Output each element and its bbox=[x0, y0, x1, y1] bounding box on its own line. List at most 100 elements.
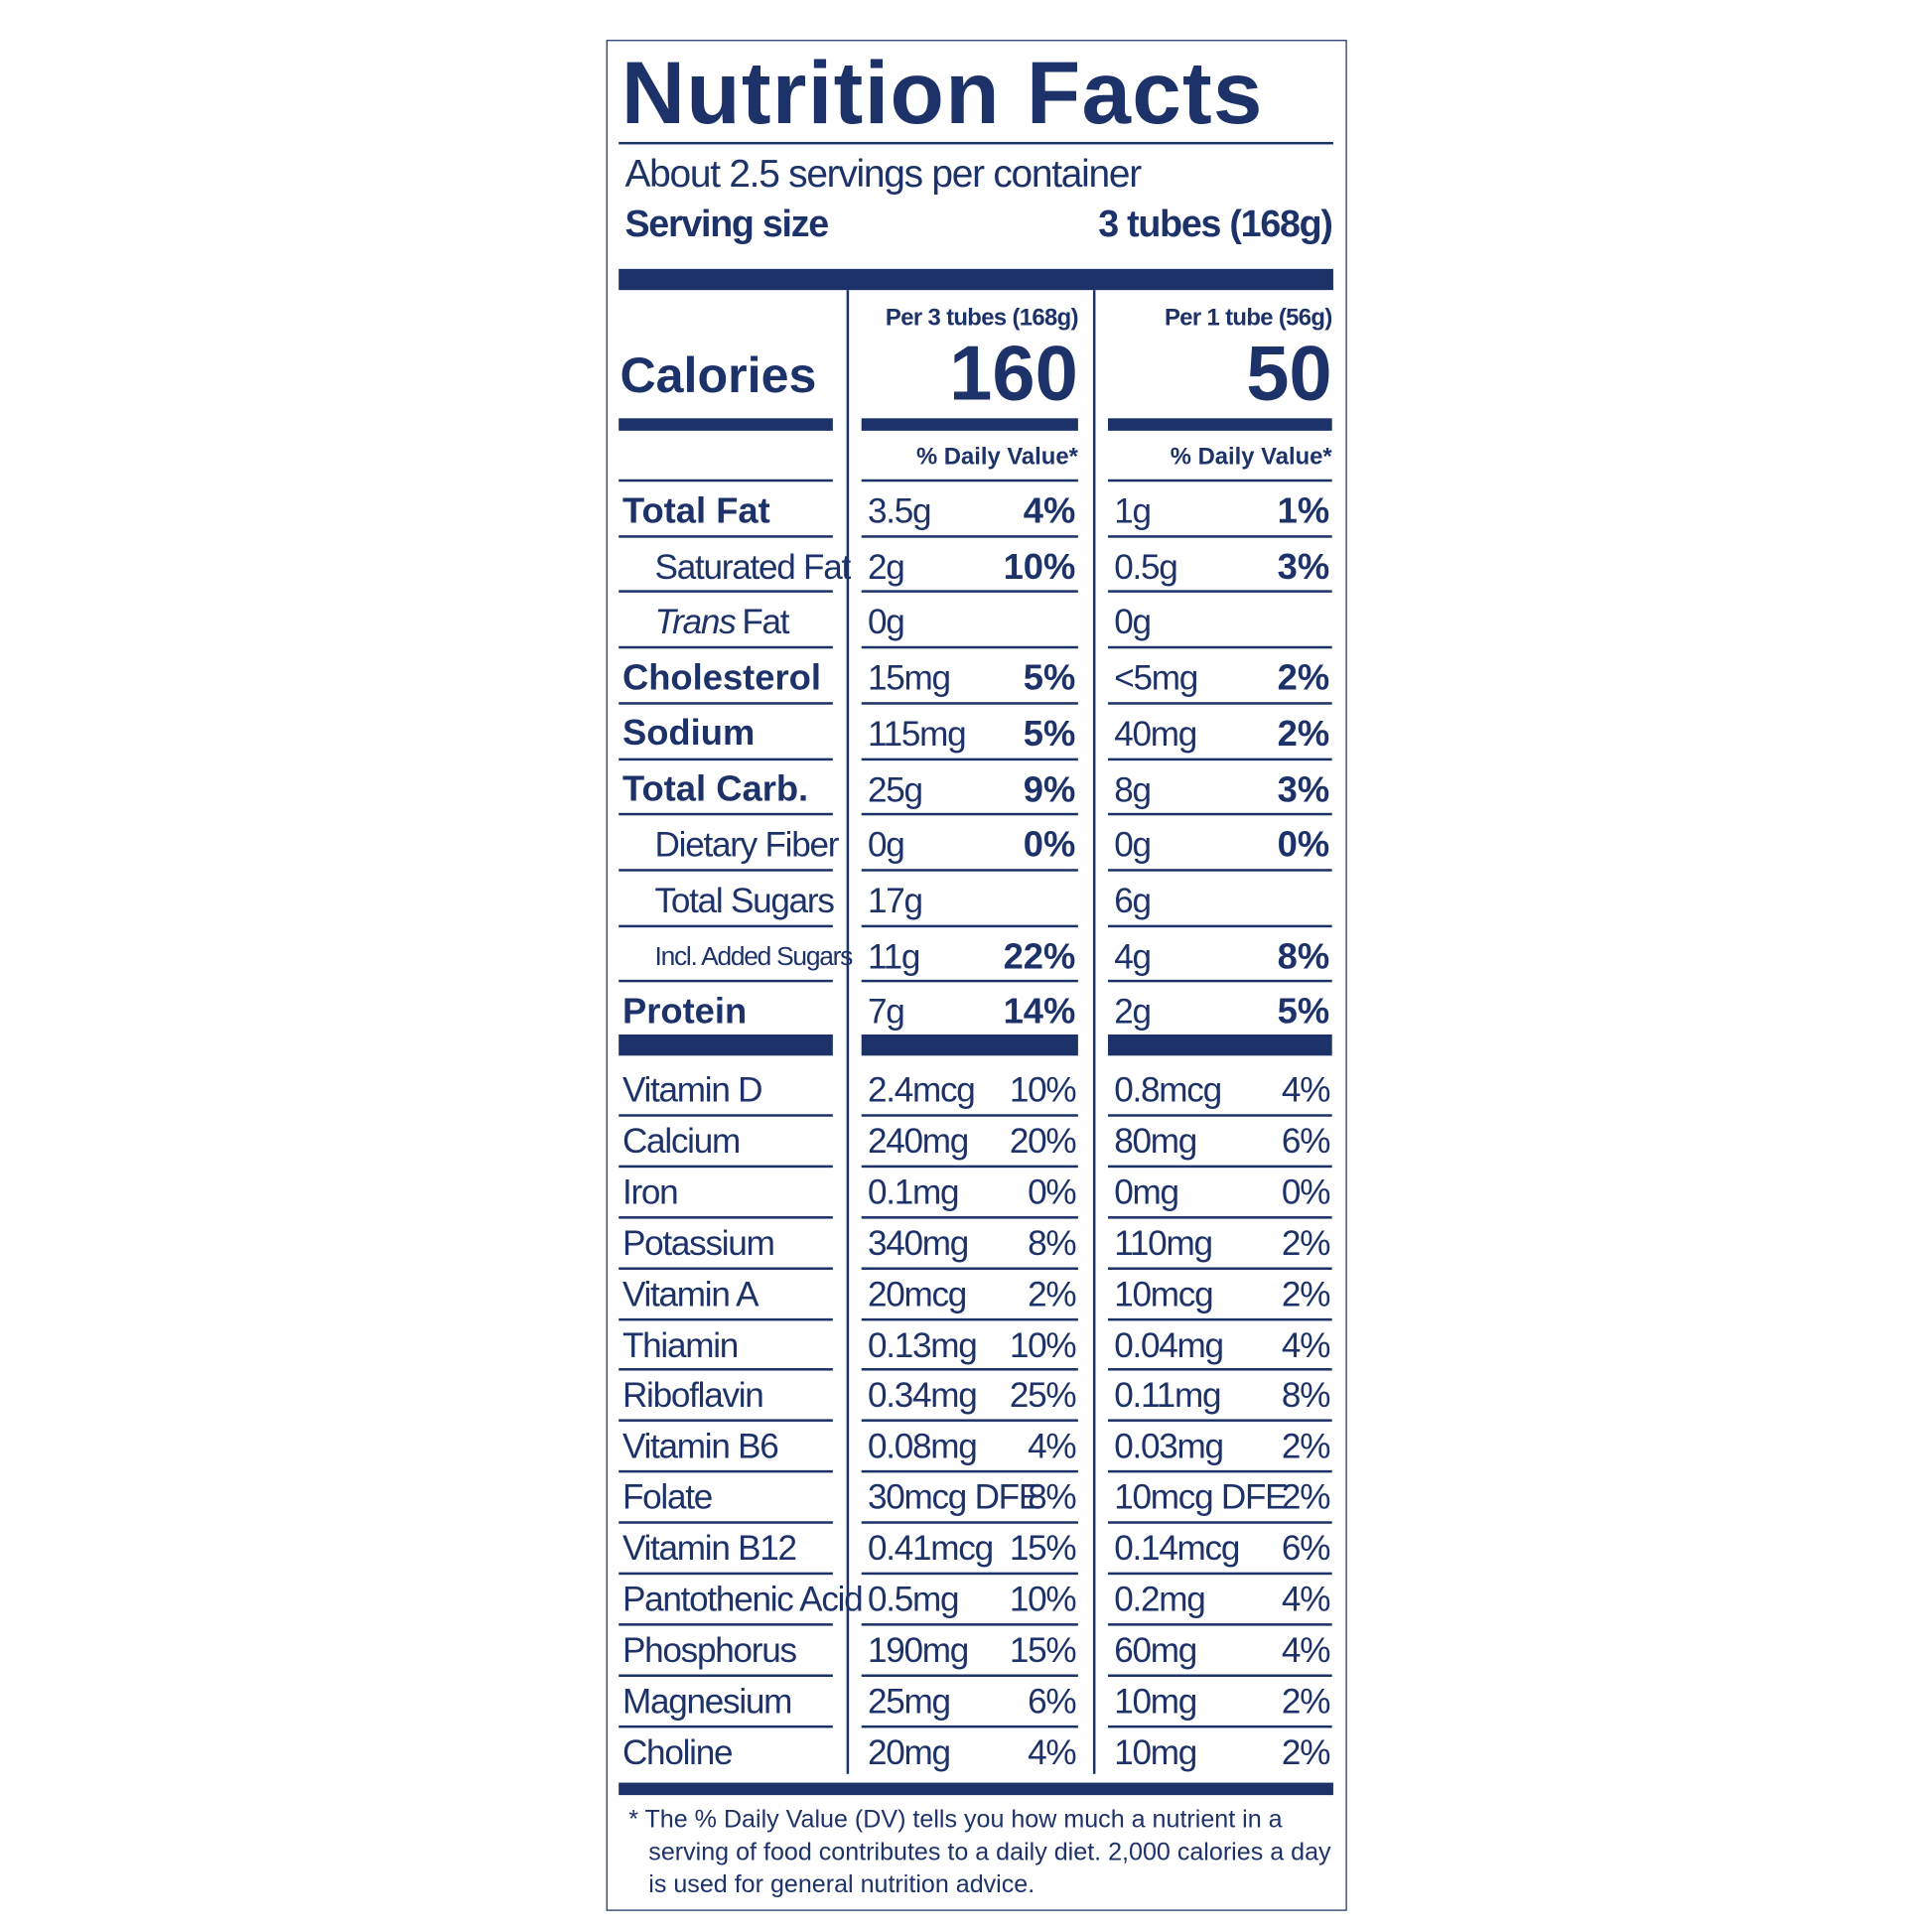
vitamin-name: Folate bbox=[621, 1477, 713, 1517]
nutrient-name: Protein bbox=[621, 992, 748, 1033]
daily-value: 4% bbox=[1281, 1580, 1331, 1619]
row-rule bbox=[619, 590, 833, 594]
row-rule bbox=[1107, 1419, 1332, 1423]
daily-value: 0% bbox=[1277, 825, 1330, 866]
row-rule bbox=[1107, 645, 1332, 649]
daily-value: 20% bbox=[1009, 1121, 1077, 1161]
daily-value: 2% bbox=[1281, 1223, 1331, 1263]
amount: 0.13mg bbox=[867, 1324, 978, 1364]
calories-label: Calories bbox=[620, 348, 817, 404]
row-rule bbox=[619, 1317, 833, 1320]
amount: 0.5g bbox=[1114, 547, 1178, 587]
amount: 2g bbox=[1114, 992, 1152, 1032]
row-rule bbox=[619, 1470, 833, 1473]
row-rule bbox=[619, 1725, 833, 1728]
row-rule bbox=[861, 1470, 1078, 1473]
amount: 6g bbox=[1114, 881, 1152, 920]
column-heading: Per 1 tube (56g) bbox=[1164, 305, 1332, 332]
amount: <5mg bbox=[1114, 658, 1198, 698]
nutrient-name: Saturated Fat bbox=[654, 547, 852, 587]
footnote: is used for general nutrition advice. bbox=[648, 1870, 1035, 1899]
row-rule bbox=[619, 1572, 833, 1576]
label-border bbox=[606, 40, 1347, 1911]
daily-value: 2% bbox=[1281, 1732, 1331, 1771]
daily-value: 25% bbox=[1009, 1376, 1077, 1415]
amount: 0.5mg bbox=[867, 1580, 960, 1619]
footnote: * The % Daily Value (DV) tells you how m… bbox=[628, 1806, 1283, 1834]
row-rule bbox=[861, 1114, 1078, 1117]
amount: 0.41mcg bbox=[867, 1528, 994, 1568]
amount: 80mg bbox=[1114, 1121, 1197, 1161]
daily-value: 0% bbox=[1028, 1172, 1077, 1211]
amount: 11g bbox=[867, 936, 920, 976]
vitamin-name: Vitamin B6 bbox=[621, 1427, 779, 1466]
daily-value: 2% bbox=[1028, 1274, 1077, 1313]
amount: 2.4mcg bbox=[867, 1070, 976, 1110]
bar bbox=[619, 1034, 833, 1056]
column-divider bbox=[846, 290, 850, 1774]
row-rule bbox=[1107, 1622, 1332, 1626]
row-rule bbox=[861, 1266, 1078, 1270]
vitamin-name: Vitamin B12 bbox=[621, 1528, 797, 1568]
bar bbox=[861, 1034, 1078, 1056]
amount: 17g bbox=[867, 881, 923, 920]
column-divider bbox=[1092, 290, 1096, 1774]
row-rule bbox=[619, 813, 833, 816]
daily-value: 10% bbox=[1009, 1580, 1077, 1619]
nutrient-name: Cholesterol bbox=[621, 657, 821, 698]
row-rule bbox=[1107, 1114, 1332, 1117]
rule bbox=[619, 141, 1333, 145]
amount: 10mcg bbox=[1114, 1274, 1213, 1313]
row-rule bbox=[861, 534, 1078, 538]
daily-value: 10% bbox=[1003, 547, 1076, 588]
amount: 190mg bbox=[867, 1630, 969, 1670]
daily-value: 4% bbox=[1281, 1324, 1331, 1364]
row-rule bbox=[1107, 813, 1332, 816]
amount: 0g bbox=[1114, 603, 1152, 642]
bar bbox=[619, 418, 833, 431]
amount: 340mg bbox=[867, 1223, 969, 1263]
daily-value: 5% bbox=[1277, 992, 1330, 1033]
amount: 0.34mg bbox=[867, 1376, 978, 1415]
row-rule bbox=[1107, 1674, 1332, 1677]
amount: 25mg bbox=[867, 1681, 951, 1721]
row-rule bbox=[619, 869, 833, 872]
amount: 0.1mg bbox=[867, 1172, 960, 1211]
row-rule bbox=[861, 590, 1078, 594]
bar bbox=[1107, 1034, 1332, 1056]
daily-value: 0% bbox=[1023, 825, 1076, 866]
row-rule bbox=[1107, 1317, 1332, 1320]
row-rule bbox=[619, 1674, 833, 1677]
amount: 110mg bbox=[1114, 1223, 1213, 1263]
row-rule bbox=[619, 1521, 833, 1524]
row-rule bbox=[861, 1317, 1078, 1320]
daily-value: 2% bbox=[1281, 1427, 1331, 1466]
amount: 25g bbox=[867, 769, 923, 809]
amount: 20mcg bbox=[867, 1274, 967, 1313]
amount: 115mg bbox=[867, 714, 967, 754]
bar bbox=[861, 418, 1078, 431]
row-rule bbox=[861, 701, 1078, 705]
row-rule bbox=[1107, 869, 1332, 872]
row-rule bbox=[619, 701, 833, 705]
serving-size-label: Serving size bbox=[624, 204, 829, 246]
row-rule bbox=[1107, 924, 1332, 927]
daily-value: 15% bbox=[1009, 1528, 1077, 1568]
row-rule bbox=[861, 1622, 1078, 1626]
daily-value: 2% bbox=[1281, 1681, 1331, 1721]
daily-value: 5% bbox=[1023, 714, 1076, 755]
vitamin-name: Thiamin bbox=[621, 1324, 739, 1364]
daily-value: 0% bbox=[1281, 1172, 1331, 1211]
daily-value: 3% bbox=[1277, 547, 1330, 588]
nutrient-name: Total Fat bbox=[621, 490, 770, 531]
nutrient-name: Dietary Fiber bbox=[654, 825, 840, 865]
daily-value: 2% bbox=[1281, 1477, 1331, 1517]
row-rule bbox=[861, 980, 1078, 983]
amount: 0.2mg bbox=[1114, 1580, 1206, 1619]
row-rule bbox=[861, 869, 1078, 872]
row-rule bbox=[1107, 1368, 1332, 1372]
row-rule bbox=[861, 757, 1078, 760]
column-heading: Per 3 tubes (168g) bbox=[885, 305, 1079, 332]
daily-value: 10% bbox=[1009, 1324, 1077, 1364]
amount: 0g bbox=[867, 825, 905, 865]
